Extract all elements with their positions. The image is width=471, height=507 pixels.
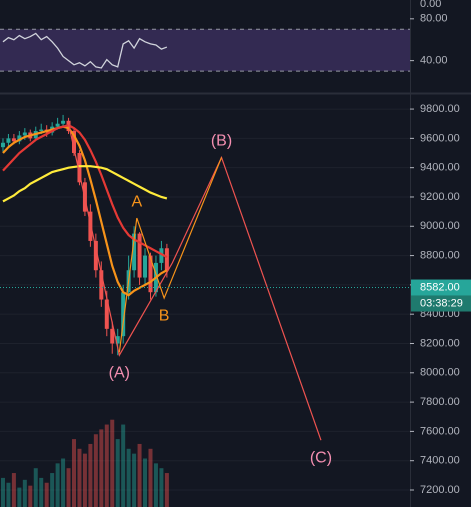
rsi-line [2,32,168,69]
candle-body [0,142,5,148]
volume-bar [28,485,33,507]
volume-bar [33,468,38,507]
top-pane-label: 0.00 [420,0,441,10]
candle-body [93,240,98,271]
y-tick-label: 7800.00 [420,396,460,408]
candle-body [22,132,27,136]
volume-bar [82,453,87,507]
candle-body [137,233,142,278]
y-tick-label: 7200.00 [420,484,460,496]
y-tick-label: 40.00 [420,55,448,67]
candle-body [72,131,77,154]
volume-bar [143,458,148,507]
volume-bar [77,448,82,507]
volume-bar [61,458,66,507]
y-tick-label: 8000.00 [420,367,460,379]
y-tick-label: 9000.00 [420,220,460,232]
volume-bar [164,473,169,507]
volume-bar [11,473,16,507]
volume-bar [110,419,115,507]
candle-body [88,211,93,241]
volume-bar [6,482,11,507]
countdown-badge [411,295,471,312]
candle-body [159,248,164,263]
volume-bar [115,439,120,507]
candle-body [17,135,22,142]
y-tick-label: 8200.00 [420,337,460,349]
price-badge [411,279,471,296]
wave-label: A [131,193,142,210]
candle-body [143,255,148,278]
volume-bar [93,434,98,507]
wave-line [67,123,322,441]
moving-average [2,125,168,297]
y-tick-label: 8800.00 [420,249,460,261]
y-tick-label: 80.00 [420,13,448,25]
candle-body [121,292,126,337]
candle-body [110,328,115,344]
volume-bar [104,424,109,507]
wave-label: (B) [211,133,232,150]
y-tick-label: 9600.00 [420,132,460,144]
y-tick-label: 9800.00 [420,103,460,115]
volume-bar [0,477,5,507]
wave-line [118,157,223,353]
volume-bar [22,479,27,507]
volume-bar [159,468,164,507]
candle-body [39,129,44,132]
candle-body [61,120,66,124]
y-tick-label: 9400.00 [420,162,460,174]
y-tick-label: 7600.00 [420,425,460,437]
candle-body [99,270,104,300]
candle-body [77,153,82,183]
volume-bar [126,448,131,507]
volume-bar [50,473,55,507]
candle-body [164,248,169,271]
volume-bar [88,443,93,507]
candle-body [115,336,120,344]
countdown-label: 03:38:29 [420,297,463,309]
price-badge-label: 8582.00 [420,281,460,293]
volume-bar [72,439,77,507]
rsi-band [0,29,410,72]
candle-body [6,138,11,143]
volume-bar [44,482,49,507]
moving-average [2,124,168,259]
volume-bar [153,463,158,507]
candle-body [104,299,109,329]
y-tick-label: 7400.00 [420,455,460,467]
volume-bar [17,487,22,507]
candle-body [148,255,153,293]
wave-label: (C) [310,449,332,466]
candle-body [11,138,16,142]
volume-bar [66,468,71,507]
y-tick-label: 9200.00 [420,191,460,203]
volume-bar [132,453,137,507]
candle-body [55,123,60,127]
wave-label: (A) [109,364,130,381]
volume-bar [55,463,60,507]
volume-bar [99,429,104,507]
wave-label: B [159,307,170,324]
moving-average [2,165,168,203]
volume-bar [137,443,142,507]
volume-bar [121,424,126,507]
candle-body [132,233,137,271]
volume-bar [148,448,153,507]
volume-bar [39,477,44,507]
